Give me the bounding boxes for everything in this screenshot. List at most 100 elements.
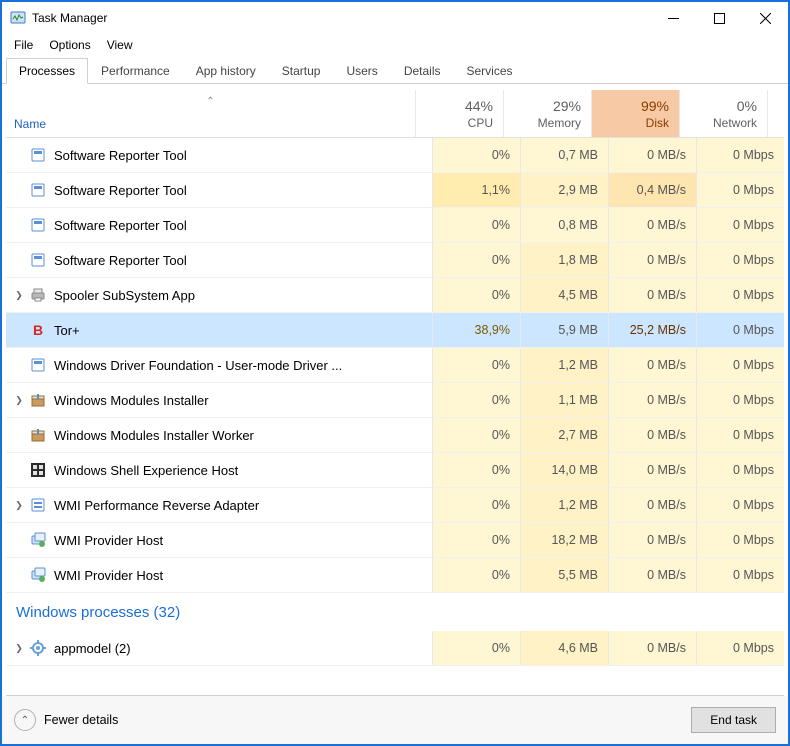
tab-startup[interactable]: Startup [269, 58, 334, 83]
usage-percent: 29% [553, 98, 581, 114]
group-header[interactable]: Windows processes (32) [6, 593, 784, 631]
titlebar[interactable]: Task Manager [2, 2, 788, 34]
cell-cpu: 0% [432, 418, 520, 452]
process-name-cell[interactable]: Software Reporter Tool [6, 217, 432, 233]
column-header-memory[interactable]: 29%Memory [504, 90, 592, 137]
process-name-cell[interactable]: ❯Spooler SubSystem App [6, 287, 432, 303]
process-icon [30, 287, 46, 303]
window-title: Task Manager [32, 11, 107, 25]
process-name-cell[interactable]: Software Reporter Tool [6, 147, 432, 163]
process-name-cell[interactable]: WMI Provider Host [6, 567, 432, 583]
menu-view[interactable]: View [99, 36, 141, 54]
column-header-cpu[interactable]: 44%CPU [416, 90, 504, 137]
expand-chevron-icon[interactable]: ❯ [12, 395, 26, 406]
process-row[interactable]: Windows Modules Installer Worker0%2,7 MB… [6, 418, 784, 453]
cell-network: 0 Mbps [696, 558, 784, 592]
cell-disk: 0 MB/s [608, 523, 696, 557]
menu-file[interactable]: File [6, 36, 41, 54]
menu-options[interactable]: Options [41, 36, 98, 54]
process-row[interactable]: Software Reporter Tool0%0,8 MB0 MB/s0 Mb… [6, 208, 784, 243]
tab-performance[interactable]: Performance [88, 58, 183, 83]
cell-cpu: 0% [432, 278, 520, 312]
cell-disk: 0 MB/s [608, 348, 696, 382]
fewer-details-toggle[interactable]: ⌃ Fewer details [14, 709, 118, 731]
process-row[interactable]: ❯appmodel (2)0%4,6 MB0 MB/s0 Mbps [6, 631, 784, 666]
process-name-cell[interactable]: WMI Provider Host [6, 532, 432, 548]
process-name: appmodel (2) [54, 641, 131, 656]
process-row[interactable]: BTor+38,9%5,9 MB25,2 MB/s0 Mbps [6, 313, 784, 348]
process-name-cell[interactable]: ❯Windows Modules Installer [6, 392, 432, 408]
end-task-button[interactable]: End task [691, 707, 776, 733]
process-row[interactable]: WMI Provider Host0%5,5 MB0 MB/s0 Mbps [6, 558, 784, 593]
process-name-cell[interactable]: Software Reporter Tool [6, 182, 432, 198]
minimize-button[interactable] [650, 2, 696, 34]
process-name: WMI Provider Host [54, 568, 163, 583]
process-icon [30, 462, 46, 478]
app-icon [10, 10, 26, 26]
fewer-details-label: Fewer details [44, 713, 118, 727]
process-row[interactable]: WMI Provider Host0%18,2 MB0 MB/s0 Mbps [6, 523, 784, 558]
cell-cpu: 0% [432, 348, 520, 382]
process-row[interactable]: ❯WMI Performance Reverse Adapter0%1,2 MB… [6, 488, 784, 523]
process-icon [30, 532, 46, 548]
process-row[interactable]: ❯Windows Modules Installer0%1,1 MB0 MB/s… [6, 383, 784, 418]
column-header-name[interactable]: ⌃ Name [6, 90, 416, 137]
process-name-cell[interactable]: Software Reporter Tool [6, 252, 432, 268]
tab-details[interactable]: Details [391, 58, 454, 83]
process-row[interactable]: Software Reporter Tool1,1%2,9 MB0,4 MB/s… [6, 173, 784, 208]
column-header-network[interactable]: 0% Network [680, 90, 768, 137]
process-row[interactable]: ❯Spooler SubSystem App0%4,5 MB0 MB/s0 Mb… [6, 278, 784, 313]
tab-users[interactable]: Users [333, 58, 390, 83]
cell-disk: 0 MB/s [608, 278, 696, 312]
cell-memory: 2,9 MB [520, 173, 608, 207]
tab-app-history[interactable]: App history [183, 58, 269, 83]
cell-cpu: 0% [432, 138, 520, 172]
expand-chevron-icon[interactable]: ❯ [12, 500, 26, 511]
process-name: Windows Shell Experience Host [54, 463, 238, 478]
cell-cpu: 38,9% [432, 313, 520, 347]
process-icon [30, 182, 46, 198]
tab-bar: ProcessesPerformanceApp historyStartupUs… [2, 58, 788, 84]
process-icon [30, 217, 46, 233]
process-name-cell[interactable]: Windows Driver Foundation - User-mode Dr… [6, 357, 432, 373]
cell-memory: 2,7 MB [520, 418, 608, 452]
cell-network: 0 Mbps [696, 488, 784, 522]
cell-network: 0 Mbps [696, 278, 784, 312]
cell-network: 0 Mbps [696, 173, 784, 207]
cell-network: 0 Mbps [696, 243, 784, 277]
column-header-disk[interactable]: 99%Disk [592, 90, 680, 137]
cell-network: 0 Mbps [696, 208, 784, 242]
cell-disk: 0 MB/s [608, 453, 696, 487]
tab-services[interactable]: Services [454, 58, 526, 83]
usage-percent: 0% [737, 98, 757, 114]
close-button[interactable] [742, 2, 788, 34]
process-name-cell[interactable]: ❯WMI Performance Reverse Adapter [6, 497, 432, 513]
process-name-cell[interactable]: BTor+ [6, 322, 432, 338]
process-name: Software Reporter Tool [54, 218, 187, 233]
table-body[interactable]: Software Reporter Tool0%0,7 MB0 MB/s0 Mb… [6, 138, 784, 695]
process-row[interactable]: Windows Driver Foundation - User-mode Dr… [6, 348, 784, 383]
process-row[interactable]: Software Reporter Tool0%0,7 MB0 MB/s0 Mb… [6, 138, 784, 173]
cell-disk: 0 MB/s [608, 383, 696, 417]
cell-disk: 0 MB/s [608, 558, 696, 592]
cell-disk: 0 MB/s [608, 631, 696, 665]
cell-disk: 0 MB/s [608, 243, 696, 277]
process-name-cell[interactable]: ❯ appmodel (2) [6, 640, 432, 656]
process-icon [30, 427, 46, 443]
cell-network: 0 Mbps [696, 383, 784, 417]
cell-network: 0 Mbps [696, 348, 784, 382]
process-row[interactable]: Software Reporter Tool0%1,8 MB0 MB/s0 Mb… [6, 243, 784, 278]
cell-network: 0 Mbps [696, 138, 784, 172]
cell-memory: 0,7 MB [520, 138, 608, 172]
cell-network: 0 Mbps [696, 313, 784, 347]
process-row[interactable]: Windows Shell Experience Host0%14,0 MB0 … [6, 453, 784, 488]
cell-memory: 1,2 MB [520, 488, 608, 522]
column-label: Network [713, 116, 757, 130]
expand-chevron-icon[interactable]: ❯ [12, 643, 26, 654]
tab-processes[interactable]: Processes [6, 58, 88, 84]
maximize-button[interactable] [696, 2, 742, 34]
usage-percent: 44% [465, 98, 493, 114]
process-name-cell[interactable]: Windows Modules Installer Worker [6, 427, 432, 443]
process-name-cell[interactable]: Windows Shell Experience Host [6, 462, 432, 478]
expand-chevron-icon[interactable]: ❯ [12, 290, 26, 301]
